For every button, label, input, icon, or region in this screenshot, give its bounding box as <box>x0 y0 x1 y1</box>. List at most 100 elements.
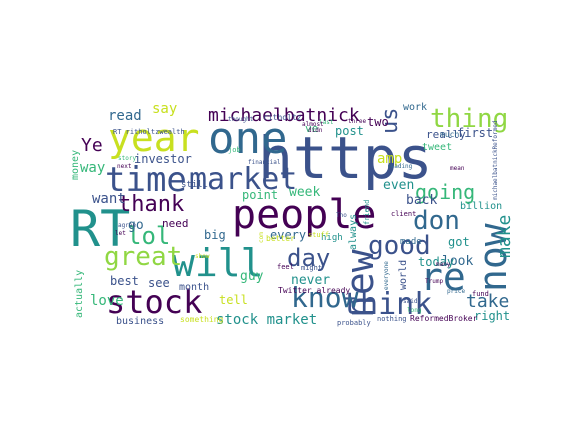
word-thought: thought <box>228 116 254 123</box>
word-two: two <box>367 115 389 129</box>
word-look: look <box>442 254 473 269</box>
word-re: re <box>420 255 466 299</box>
word-week: week <box>289 185 320 200</box>
word-next: next <box>117 163 132 170</box>
word-post: post <box>335 124 364 138</box>
word-feel: feel <box>277 263 294 271</box>
word-https: https <box>258 124 433 192</box>
word-job: job <box>228 146 241 154</box>
word-last: last <box>319 119 334 126</box>
word-today: today <box>418 255 454 269</box>
word-stock-market: stock market <box>216 312 317 328</box>
word-now: now <box>471 223 515 292</box>
word-don: don <box>413 206 460 236</box>
word-year: year <box>108 116 200 160</box>
word-people: people <box>232 192 377 238</box>
word-agree: agree <box>118 222 136 229</box>
word-many: many <box>436 261 451 268</box>
word-best: best <box>110 274 139 288</box>
word-ve: ve <box>305 122 318 135</box>
word-us: us <box>378 108 403 135</box>
word-make: make <box>494 215 515 258</box>
word-rt: RT <box>70 200 130 258</box>
word-long: long <box>407 307 422 314</box>
word-show: show <box>195 253 210 260</box>
word-money: money <box>70 150 81 180</box>
word-high: high <box>321 233 343 243</box>
word-take: take <box>466 291 509 312</box>
word-new: new <box>338 249 382 318</box>
word-good: good <box>368 231 431 261</box>
word-fund: fund <box>472 290 489 298</box>
word-time: time <box>105 160 187 200</box>
word-got: got <box>448 235 470 249</box>
word-go: go <box>128 218 144 233</box>
word-ritholtz: ritholtz <box>263 113 302 122</box>
word-tho: Tho <box>336 212 347 219</box>
word-story: story <box>118 155 136 162</box>
word-big: big <box>204 228 226 242</box>
word-even: even <box>383 178 414 193</box>
word-michaelbatnickreformed: michaelbatnickReformed <box>492 120 499 200</box>
word-price: price <box>447 288 465 295</box>
word-let: let <box>115 230 126 237</box>
word-first: first <box>457 126 493 140</box>
word-lol: lol <box>127 222 170 250</box>
word-three: three <box>348 118 366 125</box>
word-made: made <box>400 237 422 247</box>
word-read: read <box>108 108 142 124</box>
word-nothing: nothing <box>377 315 407 323</box>
word-michaelbatnick: michaelbatnick <box>208 105 360 126</box>
word-always: always <box>348 214 359 250</box>
word-one: one <box>208 113 287 164</box>
word-point: point <box>242 188 278 202</box>
word-twitter-already: Twitter already <box>278 286 350 295</box>
word-think: think <box>342 287 432 322</box>
word-financial: financial <box>248 159 281 166</box>
word-way: way <box>80 160 105 176</box>
word-mean: mean <box>450 165 465 172</box>
word-going: going <box>415 180 475 204</box>
word-reading: reading <box>387 163 413 170</box>
word-ye: Ye <box>81 135 103 156</box>
word-world: world <box>398 260 409 290</box>
word-market: market <box>189 162 297 197</box>
word-business: business <box>116 316 164 327</box>
word-really: really <box>426 128 466 141</box>
word-amp: amp <box>377 151 402 167</box>
word-need: need <box>162 217 189 230</box>
word-actually: actually <box>74 270 85 318</box>
word-work: work <box>403 102 427 113</box>
word-com: com <box>258 232 265 243</box>
word-rt-ritholtzwealth: RT ritholtzwealth <box>113 128 185 136</box>
word-will: will <box>172 241 264 285</box>
word-client: client <box>391 210 416 218</box>
word-want: want <box>92 191 126 207</box>
word-might: might <box>301 264 322 272</box>
word-still: still <box>181 180 208 190</box>
word-better: better <box>266 234 295 243</box>
word-stock: stock <box>106 283 202 321</box>
word-every: every <box>270 228 306 242</box>
word-didn: didn <box>308 127 323 134</box>
word-tweet: tweet <box>422 142 452 153</box>
word-tell: tell <box>219 293 248 307</box>
word-know: know <box>291 281 359 314</box>
word-back: back <box>406 193 437 208</box>
word-something: something <box>180 315 224 324</box>
word-great: great <box>104 242 182 272</box>
word-said: said <box>403 298 418 305</box>
word-thing: thing <box>430 104 508 134</box>
word-day: day <box>287 244 330 272</box>
word-almost: almost <box>302 121 324 128</box>
word-trump: Trump <box>425 278 443 285</box>
word-right: right <box>474 309 510 323</box>
word-investor: investor <box>134 152 192 166</box>
word-say: say <box>152 101 177 117</box>
word-much: much <box>440 130 459 139</box>
word-probably: probably <box>337 319 371 327</box>
word-billion: billion <box>460 201 502 212</box>
word-thank: thank <box>118 192 184 217</box>
